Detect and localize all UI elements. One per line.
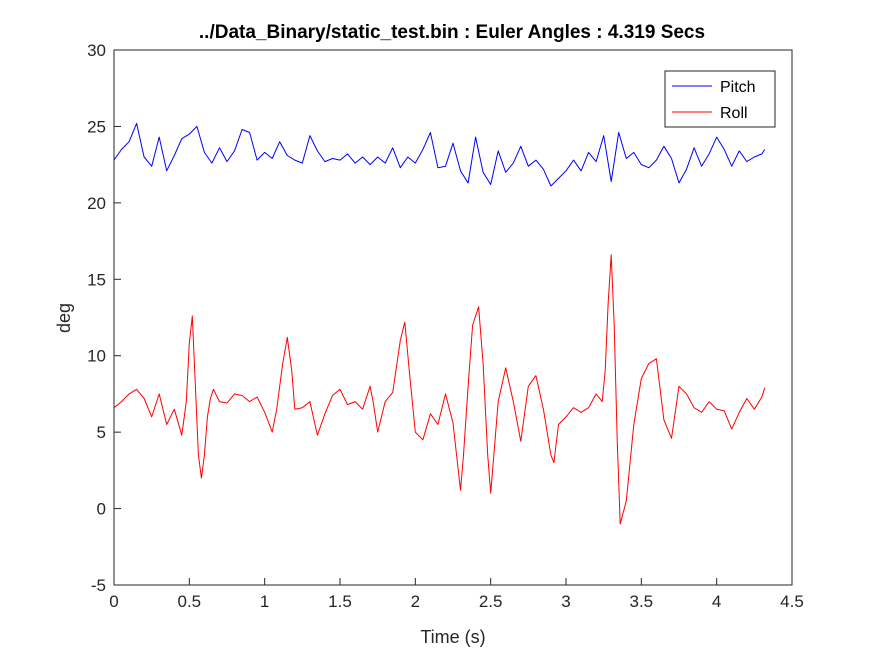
- series-layer: [113, 122, 766, 525]
- x-tick-label: 0: [109, 592, 118, 611]
- y-tick-label: 5: [97, 423, 106, 442]
- axes-box: [113, 49, 793, 586]
- x-tick-label: 1: [260, 592, 269, 611]
- y-tick-label: 10: [87, 347, 106, 366]
- x-tick-label: 4.5: [780, 592, 804, 611]
- y-tick-label: 15: [87, 270, 106, 289]
- x-tick-label: 3: [561, 592, 570, 611]
- x-tick-label: 2.5: [479, 592, 503, 611]
- legend: Pitch Roll: [664, 70, 776, 128]
- y-tick-label: 30: [87, 41, 106, 60]
- x-tick-label: 1.5: [328, 592, 352, 611]
- x-axis-ticks: 0 0.5 1 1.5 2 2.5 3 3.5 4 4.5: [109, 578, 804, 611]
- x-tick-label: 2: [411, 592, 420, 611]
- legend-box: [664, 70, 776, 128]
- x-axis-label: Time (s): [420, 627, 485, 647]
- legend-pitch-label: Pitch: [720, 79, 756, 96]
- x-tick-label: 0.5: [178, 592, 202, 611]
- series-line-roll: [113, 254, 766, 525]
- y-tick-label: 20: [87, 194, 106, 213]
- y-tick-label: -5: [91, 576, 106, 595]
- chart-title: ../Data_Binary/static_test.bin : Euler A…: [199, 22, 705, 43]
- x-tick-label: 3.5: [630, 592, 654, 611]
- y-tick-label: 25: [87, 117, 106, 136]
- y-axis-label: deg: [54, 303, 74, 333]
- y-axis-ticks: -5 0 5 10 15 20 25 30: [87, 41, 121, 595]
- x-tick-label: 4: [712, 592, 721, 611]
- y-tick-label: 0: [97, 500, 106, 519]
- series-line-pitch: [113, 122, 766, 187]
- legend-roll-label: Roll: [720, 105, 748, 122]
